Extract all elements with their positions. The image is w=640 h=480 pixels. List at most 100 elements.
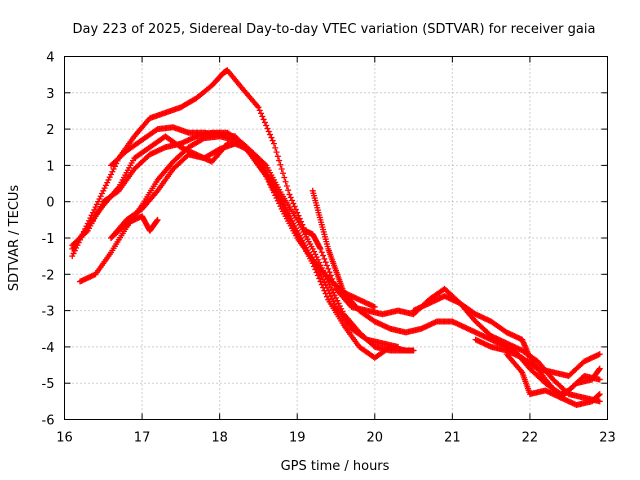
data-point [322, 282, 329, 289]
data-point [309, 245, 316, 252]
data-point [285, 187, 292, 194]
data-point [291, 203, 298, 210]
data-point [154, 216, 161, 223]
data-point [283, 182, 290, 189]
data-point [264, 125, 271, 132]
data-point [596, 376, 603, 383]
data-point [287, 194, 294, 201]
y-tick-label: -4 [42, 341, 55, 356]
data-point [102, 182, 109, 189]
data-point [292, 206, 299, 213]
x-tick-label: 18 [211, 431, 228, 446]
data-point [317, 245, 324, 252]
data-point [270, 187, 277, 194]
data-point [95, 198, 102, 205]
data-point [322, 259, 329, 266]
y-tick-label: -6 [42, 414, 55, 429]
series-track-d [108, 140, 409, 354]
data-point [294, 209, 301, 216]
data-point [98, 190, 105, 197]
series-track-j [472, 336, 603, 379]
data-point [323, 284, 330, 291]
data-point [69, 253, 76, 260]
data-point [100, 187, 107, 194]
data-point [255, 104, 262, 111]
data-point [276, 157, 283, 164]
y-tick-label: -2 [42, 268, 55, 283]
data-point [92, 204, 99, 211]
data-point [325, 265, 332, 272]
data-point [259, 163, 266, 170]
plot-frame [64, 56, 608, 420]
data-point [106, 174, 113, 181]
data-point [311, 248, 318, 255]
data-point [254, 153, 261, 160]
data-point [318, 274, 325, 281]
data-point [267, 179, 274, 186]
data-point [274, 197, 281, 204]
data-point [277, 203, 284, 210]
y-tick-label: 1 [46, 159, 54, 174]
series-track-f [69, 133, 277, 252]
x-axis-label: GPS time / hours [281, 459, 390, 474]
data-point [290, 200, 297, 207]
data-point [261, 119, 268, 126]
data-point [326, 290, 333, 297]
data-point [402, 347, 409, 354]
data-point [335, 300, 342, 307]
data-point [261, 168, 268, 175]
data-point [277, 161, 284, 168]
data-point [279, 170, 286, 177]
data-point [320, 276, 327, 283]
data-point [596, 365, 603, 372]
data-point [256, 107, 263, 114]
data-point [265, 176, 272, 183]
data-point [314, 256, 321, 263]
data-point [263, 122, 270, 129]
data-point [329, 286, 336, 293]
data-point [410, 347, 417, 354]
series-track-a [69, 67, 603, 405]
data-point [104, 179, 111, 186]
data-point [334, 297, 341, 304]
data-point [270, 140, 277, 147]
data-point [325, 287, 332, 294]
data-point [312, 251, 319, 258]
y-tick-label: 0 [46, 196, 54, 211]
data-point [273, 195, 280, 202]
data-point [339, 308, 346, 315]
data-point [330, 298, 337, 305]
data-point [327, 284, 334, 291]
data-point [330, 289, 337, 296]
x-tick-label: 16 [56, 431, 73, 446]
data-point [89, 209, 96, 216]
data-point [282, 178, 289, 185]
data-point [259, 113, 266, 120]
data-point [264, 174, 271, 181]
data-point [269, 185, 276, 192]
y-tick-label: -5 [42, 377, 55, 392]
data-point [272, 144, 279, 151]
series-track-i [410, 293, 603, 408]
data-point [258, 160, 265, 167]
series-track-g [108, 213, 161, 241]
chart-title: Day 223 of 2025, Sidereal Day-to-day VTE… [73, 22, 596, 37]
data-point [281, 174, 288, 181]
x-tick-label: 17 [134, 431, 151, 446]
data-point [276, 200, 283, 207]
y-tick-label: -1 [42, 232, 55, 247]
data-point [289, 197, 296, 204]
data-point [333, 294, 339, 301]
data-point [326, 269, 333, 276]
data-point [320, 252, 327, 259]
data-point [331, 292, 338, 299]
data-point [323, 262, 330, 269]
x-tick-label: 22 [522, 431, 539, 446]
data-point [91, 206, 98, 213]
data-point [371, 303, 378, 310]
data-point [273, 149, 280, 156]
data-point [327, 293, 334, 300]
data-point [258, 110, 265, 117]
